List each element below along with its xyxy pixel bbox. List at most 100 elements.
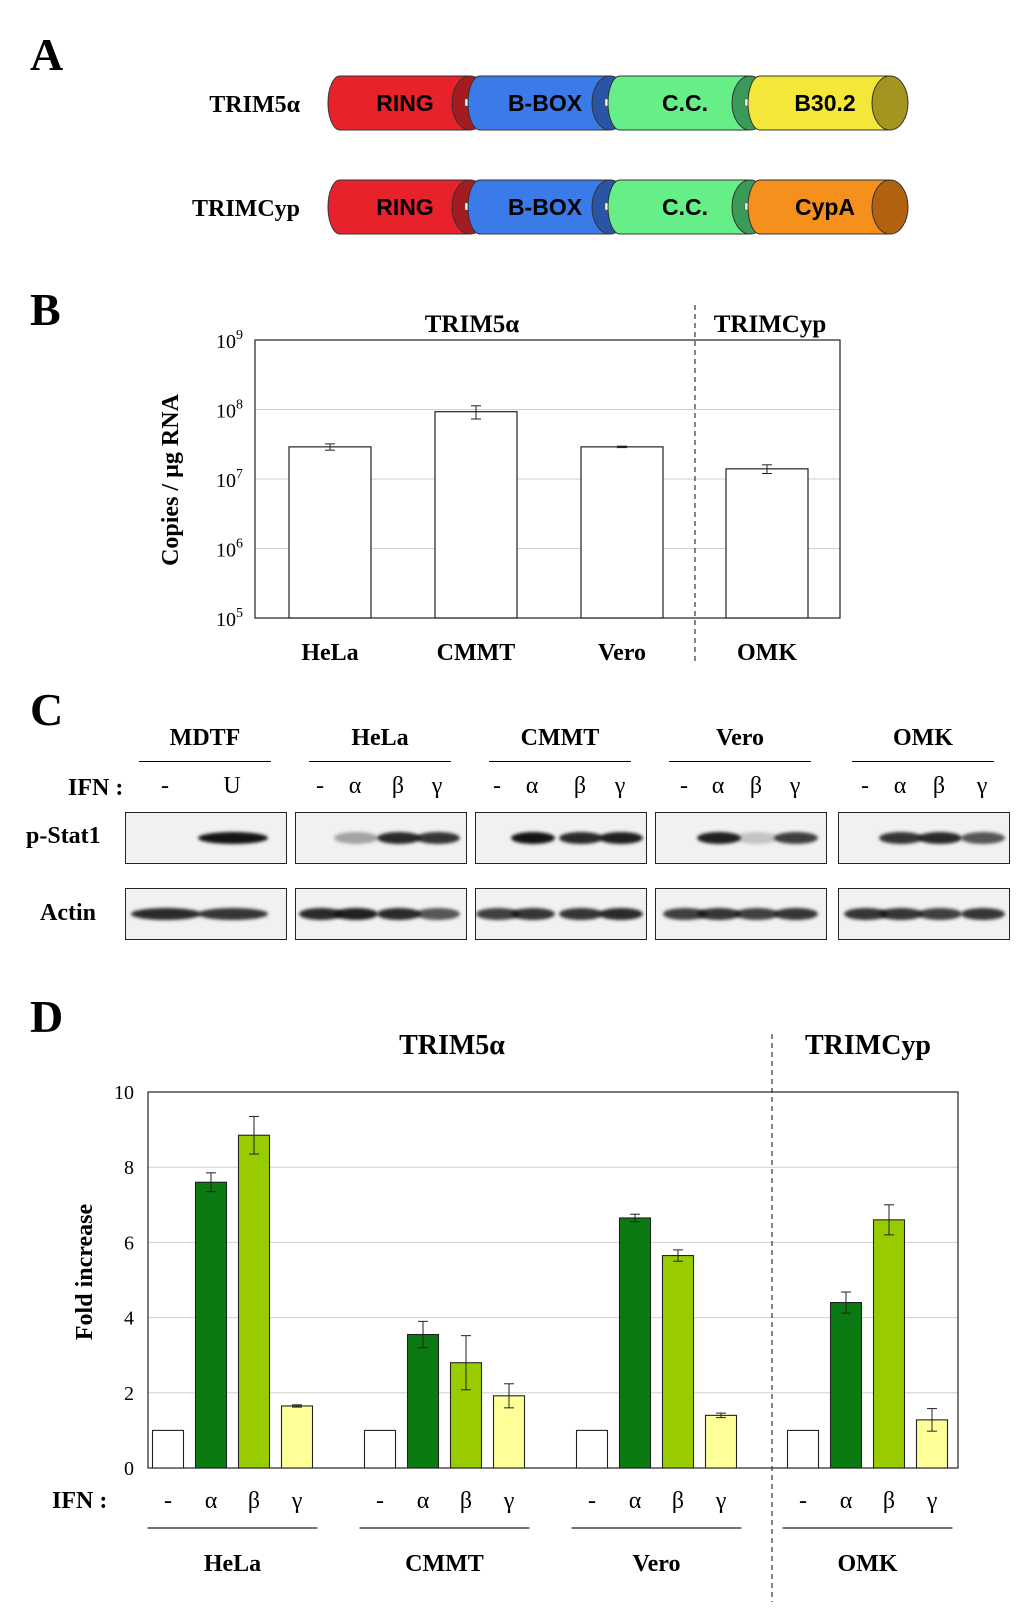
bar-hela-2 (237, 1134, 271, 1469)
blot-band (334, 908, 378, 920)
domain-body (340, 180, 470, 234)
lane-label: - (493, 773, 501, 799)
blot-band (416, 832, 460, 844)
blot-band (918, 908, 962, 920)
error-bar (249, 1115, 259, 1155)
group-label-trimcyp: TRIMCyp (805, 1030, 931, 1061)
panel-label-a: A (30, 29, 64, 80)
blot-band (511, 832, 555, 844)
lane-label: - (680, 773, 688, 799)
domain-body (760, 180, 890, 234)
group-label-trim5a: TRIM5α (425, 311, 520, 338)
treatment-label: γ (291, 1488, 303, 1514)
panel-label-d: D (30, 991, 64, 1042)
lane-label: α (525, 773, 539, 799)
lane-label: α (348, 773, 362, 799)
lane-label: γ (614, 773, 626, 799)
blot-band (198, 908, 268, 920)
bar-vero (580, 446, 664, 619)
category-label: OMK (737, 640, 797, 666)
blot-band (131, 908, 201, 920)
blot-band (334, 832, 378, 844)
plot-frame (147, 1091, 959, 1469)
actin-blot (838, 888, 1010, 940)
panel-label-c: C (30, 684, 64, 735)
error-bar (418, 1320, 428, 1349)
bar-omk-2 (872, 1219, 906, 1469)
pstat1-blot (295, 812, 467, 864)
blot-band (735, 832, 779, 844)
bar-vero-0 (575, 1429, 609, 1469)
lane-label: γ (976, 773, 988, 799)
bar-vero-3 (704, 1414, 738, 1469)
blot-group-label: CMMT (520, 725, 600, 751)
treatment-label: γ (503, 1488, 515, 1514)
domain-ring: RING (327, 75, 489, 131)
blot-band (599, 908, 643, 920)
domain-body (480, 180, 610, 234)
error-bar (630, 1213, 640, 1223)
blot-group-underline (139, 761, 271, 762)
treatment-label: - (799, 1488, 807, 1514)
bar-vero-2 (661, 1255, 695, 1469)
blot-group-label: HeLa (351, 725, 409, 751)
bar-cmmt-1 (406, 1333, 440, 1469)
lane-label: γ (431, 773, 443, 799)
y-tick-label: 10 (114, 1082, 134, 1104)
lane-label: β (391, 773, 405, 799)
blot-band (879, 908, 923, 920)
lane-label: - (861, 773, 869, 799)
blot-band (476, 908, 520, 920)
domain-label: C.C. (662, 90, 708, 116)
blot-band (377, 908, 421, 920)
error-bar (617, 445, 627, 449)
domain-bbox: B-BOX (467, 179, 629, 235)
error-bar (292, 1404, 302, 1408)
domain-label: CypA (795, 194, 855, 220)
domain-label: C.C. (662, 194, 708, 220)
y-tick-label: 107 (216, 467, 243, 492)
domain-label: RING (376, 194, 434, 220)
y-tick-label: 4 (124, 1308, 134, 1330)
domain-body (760, 76, 890, 130)
group-label-trimcyp: TRIMCyp (714, 311, 827, 338)
treatment-label: α (840, 1488, 853, 1514)
category-label: CMMT (437, 640, 516, 666)
domain-cc: C.C. (607, 75, 769, 131)
category-label: HeLa (204, 1551, 261, 1577)
group-label-trim5a: TRIM5α (399, 1030, 505, 1061)
treatment-label: - (376, 1488, 384, 1514)
blot-band (416, 908, 460, 920)
y-axis-label: Fold increase (72, 1204, 98, 1341)
bar-cmmt (434, 411, 518, 619)
bar-hela-0 (151, 1429, 185, 1469)
error-bar (673, 1249, 683, 1262)
domain-end-cap (871, 179, 909, 235)
domain-body (340, 76, 470, 130)
treatment-label: α (417, 1488, 430, 1514)
y-tick-exponent: 8 (236, 398, 243, 413)
bar-omk (725, 468, 809, 619)
ifn-label: IFN : (68, 775, 124, 801)
category-label: OMK (838, 1551, 898, 1577)
error-bar (461, 1335, 471, 1391)
blot-band (774, 908, 818, 920)
blot-band (198, 832, 268, 844)
blot-group-underline (669, 761, 811, 762)
y-tick-label: 0 (124, 1458, 134, 1480)
domain-body (620, 180, 750, 234)
domain-bbox: B-BOX (467, 75, 629, 131)
domain-ring: RING (327, 179, 489, 235)
bar-omk-1 (829, 1302, 863, 1469)
blot-band (663, 908, 707, 920)
error-bar (884, 1204, 894, 1236)
domain-label: RING (376, 90, 434, 116)
bar-hela-3 (280, 1405, 314, 1469)
y-tick-base: 10 (216, 401, 236, 423)
bar-cmmt-0 (363, 1429, 397, 1469)
y-tick-base: 10 (216, 609, 236, 631)
category-label: HeLa (301, 640, 358, 666)
y-tick-exponent: 7 (236, 467, 243, 482)
row-label-pstat1: p-Stat1 (26, 823, 101, 849)
